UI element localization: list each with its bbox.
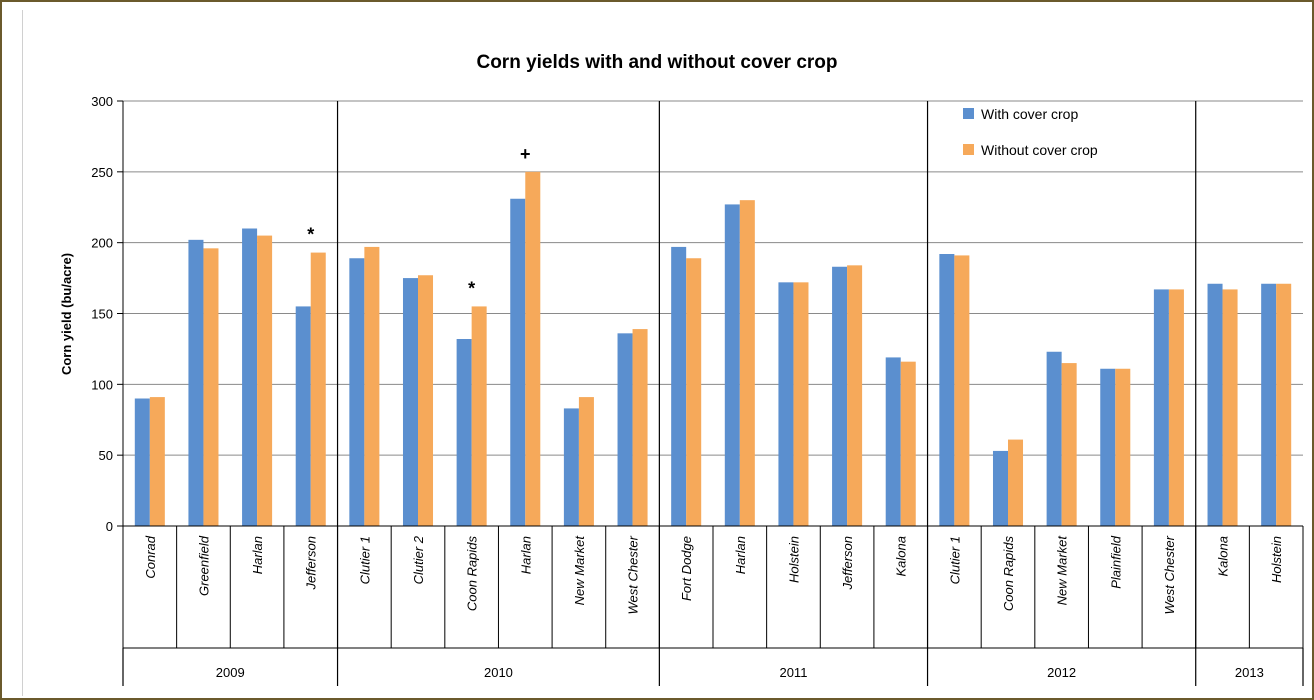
category-label: Harlan — [518, 536, 533, 574]
category-label: Plainfield — [1108, 535, 1123, 589]
category-label: Clutier 2 — [411, 535, 426, 584]
bar-with-cover — [778, 282, 794, 526]
bar-without-cover — [1115, 368, 1131, 526]
bar-without-cover — [364, 246, 380, 526]
bar-with-cover — [1207, 283, 1223, 526]
bar-without-cover — [578, 397, 594, 526]
bar-without-cover — [954, 255, 970, 526]
axis-labels: 0 50 100 150 200 250 300 2009 2010 2011 2012 2013 Co… — [91, 94, 1284, 680]
category-label: Kalona — [894, 536, 909, 576]
category-label: Clutier 1 — [947, 536, 962, 584]
y-tick-label: 300 — [91, 94, 113, 109]
bar-with-cover — [188, 239, 204, 527]
group-label: 2012 — [1047, 665, 1076, 680]
group-label: 2013 — [1235, 665, 1264, 680]
category-label: Kalona — [1216, 536, 1231, 576]
bar-without-cover — [418, 275, 434, 526]
bar-without-cover — [149, 397, 165, 526]
y-axis-label: Corn yield (bu/acre) — [59, 253, 74, 375]
bar-without-cover — [1008, 439, 1024, 526]
bar-without-cover — [310, 252, 326, 527]
bar-without-cover — [793, 282, 809, 526]
bar-with-cover — [885, 357, 901, 526]
y-tick-label: 100 — [91, 377, 113, 392]
bar-with-cover — [295, 306, 311, 526]
y-tick-label: 50 — [99, 448, 113, 463]
bar-with-cover — [134, 398, 150, 526]
bar-without-cover — [632, 329, 648, 526]
category-label: Holstein — [786, 536, 801, 583]
bar-without-cover — [739, 200, 755, 526]
bar-with-cover — [242, 228, 258, 526]
group-label: 2011 — [779, 665, 807, 680]
bar-without-cover — [686, 258, 702, 526]
bar-without-cover — [203, 248, 219, 527]
category-label: New Market — [1055, 535, 1070, 606]
category-label: Fort Dodge — [679, 536, 694, 601]
category-label: Holstein — [1269, 536, 1284, 583]
annotations: * * + — [307, 144, 530, 299]
legend-swatch-without-cover — [963, 144, 974, 155]
y-tick-label: 150 — [91, 307, 113, 322]
legend-label-with-cover: With cover crop — [981, 106, 1078, 122]
bar-with-cover — [832, 266, 848, 526]
bar-with-cover — [510, 198, 526, 526]
chart-title: Corn yields with and without cover crop — [476, 52, 837, 73]
significance-marker: + — [520, 144, 531, 164]
y-tick-label: 250 — [91, 165, 113, 180]
bar-with-cover — [992, 450, 1008, 526]
bar-with-cover — [402, 278, 418, 526]
bar-without-cover — [257, 235, 273, 527]
category-label: West Chester — [626, 535, 641, 614]
axes — [117, 100, 1304, 686]
bar-with-cover — [617, 333, 633, 526]
category-label: Jefferson — [304, 536, 319, 590]
bar-with-cover — [724, 204, 740, 526]
y-tick-label: 200 — [91, 236, 113, 251]
bars — [134, 171, 1292, 527]
category-label: Harlan — [250, 536, 265, 574]
bar-with-cover — [456, 339, 472, 526]
bar-with-cover — [939, 254, 955, 526]
category-label: Greenfield — [196, 535, 211, 596]
bar-with-cover — [671, 246, 687, 526]
bar-without-cover — [1061, 363, 1077, 526]
bar-with-cover — [563, 408, 579, 526]
category-label: Coon Rapids — [1001, 536, 1016, 612]
bar-with-cover — [1153, 289, 1169, 526]
group-label: 2010 — [484, 665, 513, 680]
bar-without-cover — [471, 306, 487, 526]
category-label: Harlan — [733, 536, 748, 574]
bar-with-cover — [1261, 283, 1277, 526]
bar-chart: Corn yields with and without cover crop … — [59, 52, 1304, 686]
bar-with-cover — [1046, 351, 1062, 526]
category-label: Clutier 1 — [357, 536, 372, 584]
legend: With cover crop Without cover crop — [963, 106, 1098, 158]
category-label: Coon Rapids — [465, 536, 480, 612]
bar-without-cover — [525, 171, 541, 527]
bar-with-cover — [1100, 368, 1116, 526]
bar-with-cover — [349, 258, 365, 526]
category-label: Jefferson — [840, 536, 855, 590]
category-label: New Market — [572, 535, 587, 606]
legend-swatch-with-cover — [963, 108, 974, 119]
significance-marker: * — [468, 278, 475, 298]
bar-without-cover — [847, 265, 863, 526]
chart-area: Corn yields with and without cover crop … — [22, 10, 1311, 696]
group-label: 2009 — [216, 665, 245, 680]
bar-without-cover — [1168, 289, 1184, 526]
category-label: West Chester — [1162, 535, 1177, 614]
legend-label-without-cover: Without cover crop — [981, 142, 1098, 158]
significance-marker: * — [307, 225, 314, 245]
bar-without-cover — [1276, 283, 1292, 526]
bar-without-cover — [1222, 289, 1238, 526]
category-label: Conrad — [143, 535, 158, 578]
y-tick-label: 0 — [106, 519, 113, 534]
bar-without-cover — [900, 361, 916, 526]
